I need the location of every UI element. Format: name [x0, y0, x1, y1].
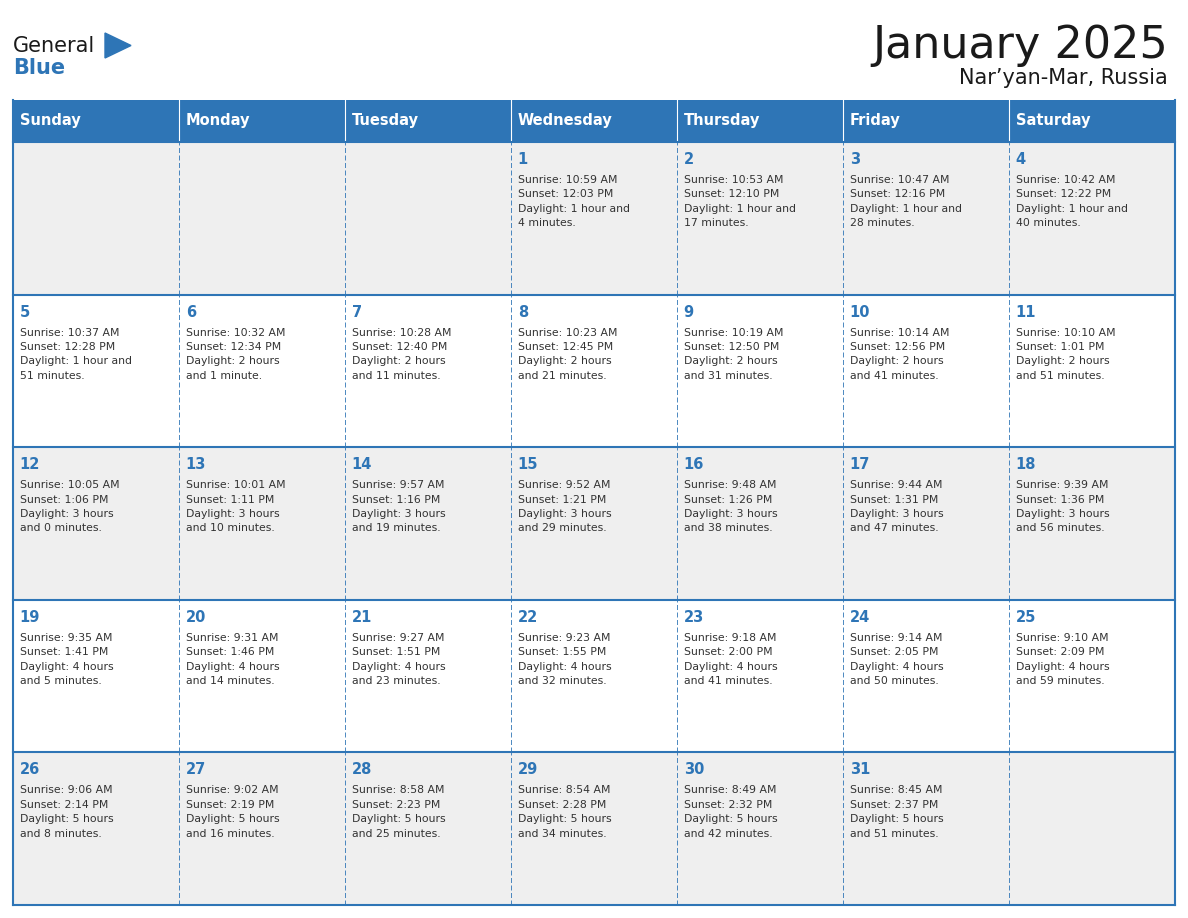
Polygon shape — [105, 33, 131, 58]
Text: Sunrise: 10:01 AM
Sunset: 1:11 PM
Daylight: 3 hours
and 10 minutes.: Sunrise: 10:01 AM Sunset: 1:11 PM Daylig… — [185, 480, 285, 533]
Text: 9: 9 — [683, 305, 694, 319]
Text: Sunrise: 10:14 AM
Sunset: 12:56 PM
Daylight: 2 hours
and 41 minutes.: Sunrise: 10:14 AM Sunset: 12:56 PM Dayli… — [849, 328, 949, 381]
Text: 16: 16 — [683, 457, 704, 472]
Text: 28: 28 — [352, 763, 372, 778]
Text: 21: 21 — [352, 610, 372, 625]
Text: 4: 4 — [1016, 152, 1025, 167]
Text: Sunrise: 9:02 AM
Sunset: 2:19 PM
Daylight: 5 hours
and 16 minutes.: Sunrise: 9:02 AM Sunset: 2:19 PM Dayligh… — [185, 786, 279, 839]
Text: Sunrise: 9:27 AM
Sunset: 1:51 PM
Daylight: 4 hours
and 23 minutes.: Sunrise: 9:27 AM Sunset: 1:51 PM Dayligh… — [352, 633, 446, 686]
Text: Sunrise: 10:37 AM
Sunset: 12:28 PM
Daylight: 1 hour and
51 minutes.: Sunrise: 10:37 AM Sunset: 12:28 PM Dayli… — [20, 328, 132, 381]
Text: Sunrise: 8:54 AM
Sunset: 2:28 PM
Daylight: 5 hours
and 34 minutes.: Sunrise: 8:54 AM Sunset: 2:28 PM Dayligh… — [518, 786, 612, 839]
Text: 19: 19 — [20, 610, 40, 625]
Bar — [677, 100, 843, 142]
Text: 17: 17 — [849, 457, 870, 472]
Text: Sunrise: 10:23 AM
Sunset: 12:45 PM
Daylight: 2 hours
and 21 minutes.: Sunrise: 10:23 AM Sunset: 12:45 PM Dayli… — [518, 328, 617, 381]
Text: 3: 3 — [849, 152, 860, 167]
Text: Wednesday: Wednesday — [518, 114, 612, 129]
Text: 31: 31 — [849, 763, 870, 778]
Text: Sunrise: 9:14 AM
Sunset: 2:05 PM
Daylight: 4 hours
and 50 minutes.: Sunrise: 9:14 AM Sunset: 2:05 PM Dayligh… — [849, 633, 943, 686]
Bar — [1009, 100, 1175, 142]
Text: Sunrise: 10:53 AM
Sunset: 12:10 PM
Daylight: 1 hour and
17 minutes.: Sunrise: 10:53 AM Sunset: 12:10 PM Dayli… — [683, 175, 796, 229]
Text: Sunrise: 10:05 AM
Sunset: 1:06 PM
Daylight: 3 hours
and 0 minutes.: Sunrise: 10:05 AM Sunset: 1:06 PM Daylig… — [20, 480, 119, 533]
Bar — [13, 599, 1175, 753]
Text: Sunrise: 9:57 AM
Sunset: 1:16 PM
Daylight: 3 hours
and 19 minutes.: Sunrise: 9:57 AM Sunset: 1:16 PM Dayligh… — [352, 480, 446, 533]
Text: Sunrise: 9:44 AM
Sunset: 1:31 PM
Daylight: 3 hours
and 47 minutes.: Sunrise: 9:44 AM Sunset: 1:31 PM Dayligh… — [849, 480, 943, 533]
Text: 23: 23 — [683, 610, 703, 625]
Bar — [13, 142, 1175, 295]
Text: Sunrise: 9:10 AM
Sunset: 2:09 PM
Daylight: 4 hours
and 59 minutes.: Sunrise: 9:10 AM Sunset: 2:09 PM Dayligh… — [1016, 633, 1110, 686]
Text: Sunrise: 10:32 AM
Sunset: 12:34 PM
Daylight: 2 hours
and 1 minute.: Sunrise: 10:32 AM Sunset: 12:34 PM Dayli… — [185, 328, 285, 381]
Text: 7: 7 — [352, 305, 362, 319]
Text: 2: 2 — [683, 152, 694, 167]
Text: Sunrise: 9:35 AM
Sunset: 1:41 PM
Daylight: 4 hours
and 5 minutes.: Sunrise: 9:35 AM Sunset: 1:41 PM Dayligh… — [20, 633, 113, 686]
Text: Saturday: Saturday — [1016, 114, 1091, 129]
Text: Monday: Monday — [185, 114, 251, 129]
Text: Sunrise: 9:52 AM
Sunset: 1:21 PM
Daylight: 3 hours
and 29 minutes.: Sunrise: 9:52 AM Sunset: 1:21 PM Dayligh… — [518, 480, 612, 533]
Text: Sunrise: 9:48 AM
Sunset: 1:26 PM
Daylight: 3 hours
and 38 minutes.: Sunrise: 9:48 AM Sunset: 1:26 PM Dayligh… — [683, 480, 777, 533]
Text: 15: 15 — [518, 457, 538, 472]
Text: 26: 26 — [20, 763, 40, 778]
Text: 30: 30 — [683, 763, 704, 778]
Bar — [13, 753, 1175, 905]
Text: Friday: Friday — [849, 114, 901, 129]
Text: 27: 27 — [185, 763, 206, 778]
Bar — [13, 447, 1175, 599]
Text: Sunrise: 10:42 AM
Sunset: 12:22 PM
Daylight: 1 hour and
40 minutes.: Sunrise: 10:42 AM Sunset: 12:22 PM Dayli… — [1016, 175, 1127, 229]
Text: Tuesday: Tuesday — [352, 114, 418, 129]
Text: 13: 13 — [185, 457, 206, 472]
Text: 20: 20 — [185, 610, 206, 625]
Text: 29: 29 — [518, 763, 538, 778]
Text: 18: 18 — [1016, 457, 1036, 472]
Text: Sunrise: 9:23 AM
Sunset: 1:55 PM
Daylight: 4 hours
and 32 minutes.: Sunrise: 9:23 AM Sunset: 1:55 PM Dayligh… — [518, 633, 612, 686]
Text: Sunrise: 8:45 AM
Sunset: 2:37 PM
Daylight: 5 hours
and 51 minutes.: Sunrise: 8:45 AM Sunset: 2:37 PM Dayligh… — [849, 786, 943, 839]
Bar — [843, 100, 1009, 142]
Text: January 2025: January 2025 — [872, 25, 1168, 68]
Text: Sunday: Sunday — [20, 114, 81, 129]
Text: 10: 10 — [849, 305, 870, 319]
Text: 24: 24 — [849, 610, 870, 625]
Bar — [511, 100, 677, 142]
Text: 12: 12 — [20, 457, 40, 472]
Text: Sunrise: 8:49 AM
Sunset: 2:32 PM
Daylight: 5 hours
and 42 minutes.: Sunrise: 8:49 AM Sunset: 2:32 PM Dayligh… — [683, 786, 777, 839]
Text: 6: 6 — [185, 305, 196, 319]
Text: 11: 11 — [1016, 305, 1036, 319]
Text: Sunrise: 10:28 AM
Sunset: 12:40 PM
Daylight: 2 hours
and 11 minutes.: Sunrise: 10:28 AM Sunset: 12:40 PM Dayli… — [352, 328, 451, 381]
Text: Sunrise: 10:59 AM
Sunset: 12:03 PM
Daylight: 1 hour and
4 minutes.: Sunrise: 10:59 AM Sunset: 12:03 PM Dayli… — [518, 175, 630, 229]
Text: Sunrise: 9:06 AM
Sunset: 2:14 PM
Daylight: 5 hours
and 8 minutes.: Sunrise: 9:06 AM Sunset: 2:14 PM Dayligh… — [20, 786, 113, 839]
Text: 14: 14 — [352, 457, 372, 472]
Text: Sunrise: 9:18 AM
Sunset: 2:00 PM
Daylight: 4 hours
and 41 minutes.: Sunrise: 9:18 AM Sunset: 2:00 PM Dayligh… — [683, 633, 777, 686]
Text: Sunrise: 9:31 AM
Sunset: 1:46 PM
Daylight: 4 hours
and 14 minutes.: Sunrise: 9:31 AM Sunset: 1:46 PM Dayligh… — [185, 633, 279, 686]
Bar — [13, 295, 1175, 447]
Text: 5: 5 — [20, 305, 30, 319]
Text: Sunrise: 10:10 AM
Sunset: 1:01 PM
Daylight: 2 hours
and 51 minutes.: Sunrise: 10:10 AM Sunset: 1:01 PM Daylig… — [1016, 328, 1116, 381]
Bar — [179, 100, 345, 142]
Text: Thursday: Thursday — [683, 114, 760, 129]
Text: 25: 25 — [1016, 610, 1036, 625]
Text: General: General — [13, 36, 95, 56]
Text: Blue: Blue — [13, 58, 65, 78]
Text: 22: 22 — [518, 610, 538, 625]
Text: 1: 1 — [518, 152, 527, 167]
Text: Sunrise: 8:58 AM
Sunset: 2:23 PM
Daylight: 5 hours
and 25 minutes.: Sunrise: 8:58 AM Sunset: 2:23 PM Dayligh… — [352, 786, 446, 839]
Bar — [13, 100, 179, 142]
Bar — [345, 100, 511, 142]
Text: Sunrise: 10:47 AM
Sunset: 12:16 PM
Daylight: 1 hour and
28 minutes.: Sunrise: 10:47 AM Sunset: 12:16 PM Dayli… — [849, 175, 961, 229]
Text: Sunrise: 10:19 AM
Sunset: 12:50 PM
Daylight: 2 hours
and 31 minutes.: Sunrise: 10:19 AM Sunset: 12:50 PM Dayli… — [683, 328, 783, 381]
Text: Nar’yan-Mar, Russia: Nar’yan-Mar, Russia — [959, 68, 1168, 88]
Text: Sunrise: 9:39 AM
Sunset: 1:36 PM
Daylight: 3 hours
and 56 minutes.: Sunrise: 9:39 AM Sunset: 1:36 PM Dayligh… — [1016, 480, 1110, 533]
Text: 8: 8 — [518, 305, 527, 319]
